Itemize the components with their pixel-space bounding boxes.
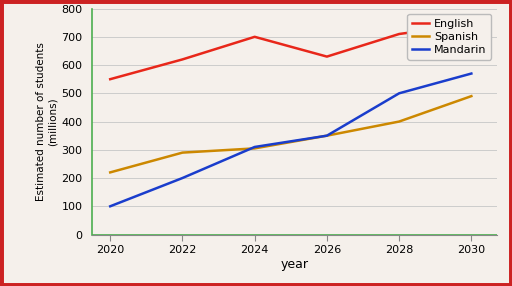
English: [179, 58, 185, 61]
Line: Spanish: Spanish: [110, 96, 472, 172]
Spanish: [324, 134, 330, 137]
Mandarin: [396, 92, 402, 95]
English: [324, 55, 330, 58]
Spanish: [468, 94, 475, 98]
X-axis label: year: year: [281, 258, 308, 271]
Line: Mandarin: Mandarin: [110, 74, 472, 206]
Spanish: [396, 120, 402, 123]
English: [251, 35, 258, 39]
Mandarin: [107, 204, 113, 208]
Mandarin: [468, 72, 475, 75]
Mandarin: [251, 145, 258, 149]
Spanish: [251, 147, 258, 150]
Y-axis label: Estimated number of students
(millions): Estimated number of students (millions): [35, 42, 57, 201]
Spanish: [107, 171, 113, 174]
Line: English: English: [110, 24, 472, 79]
Mandarin: [179, 176, 185, 180]
Legend: English, Spanish, Mandarin: English, Spanish, Mandarin: [408, 14, 491, 60]
English: [468, 22, 475, 26]
English: [107, 78, 113, 81]
Mandarin: [324, 134, 330, 137]
Spanish: [179, 151, 185, 154]
English: [396, 32, 402, 36]
